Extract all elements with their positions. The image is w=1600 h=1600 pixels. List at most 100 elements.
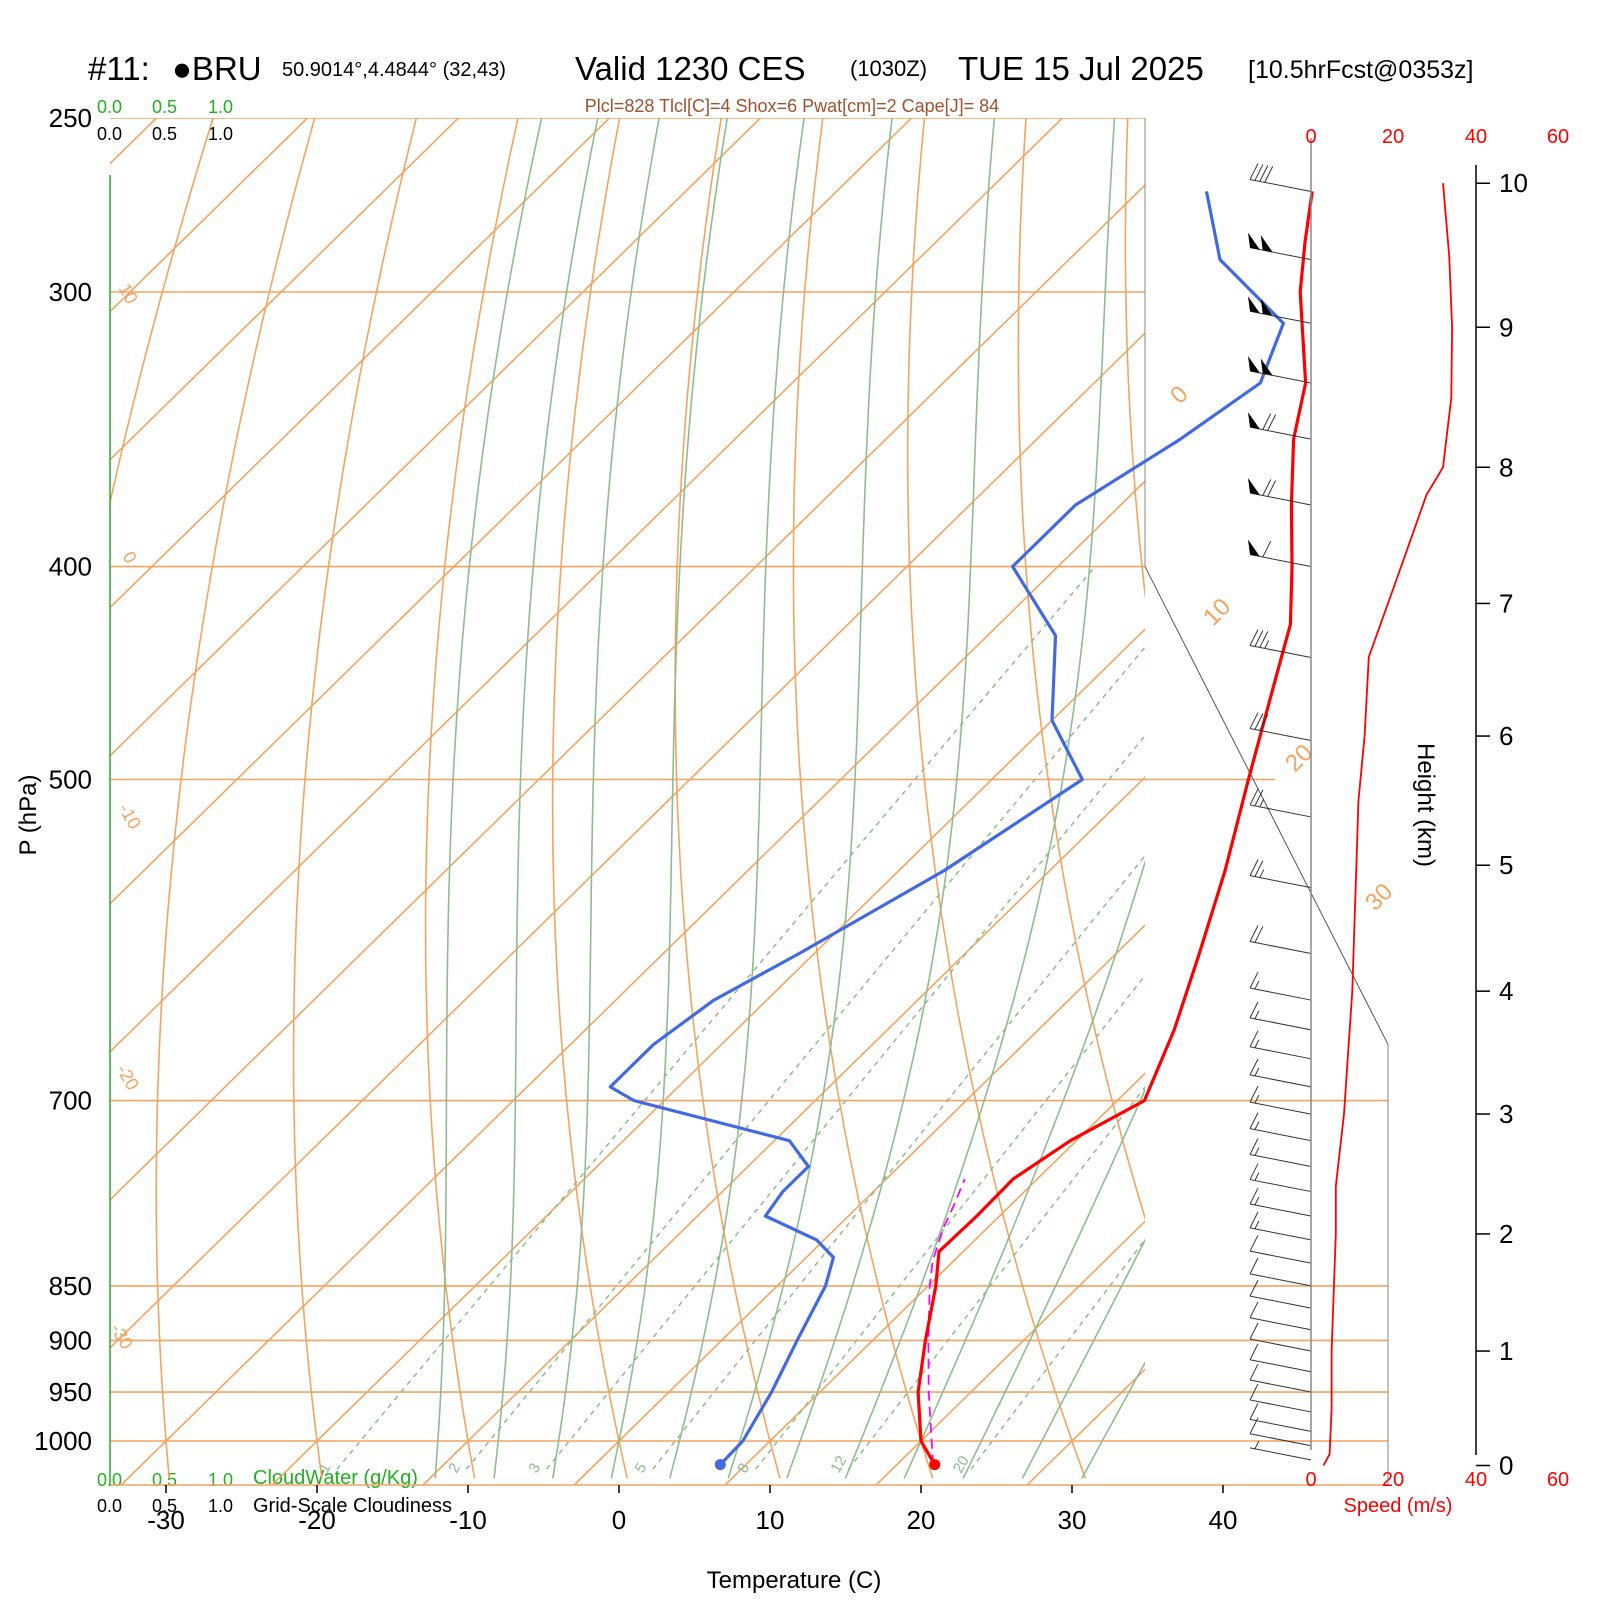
speed-tick-bottom: 20: [1382, 1469, 1404, 1491]
wind-barb: [1250, 1113, 1311, 1141]
barb-half-flag: [1255, 1441, 1259, 1449]
barb-staff: [1250, 941, 1311, 953]
barb-flag: [1250, 1258, 1258, 1274]
mixing-ratio-label: 12: [827, 1453, 850, 1476]
barb-staff: [1250, 1047, 1311, 1059]
mixing-ratio-label: 5: [632, 1460, 651, 1476]
barb-half-flag: [1255, 981, 1259, 989]
height-tick-label: 2: [1499, 1219, 1513, 1249]
barb-staff: [1250, 1075, 1311, 1087]
isotherm-label: 30: [1360, 878, 1398, 916]
wind-barb: [1248, 233, 1311, 260]
isotherm-line: [1027, 118, 1600, 1485]
cloudiness-tick: 0.0: [97, 1496, 122, 1516]
isotherm-line: [574, 118, 1600, 1485]
temperature-axis-label: Temperature (C): [707, 1567, 882, 1594]
isotherm-line: [0, 118, 5, 1485]
pressure-tick-label: 850: [49, 1271, 92, 1301]
wind-barb: [1250, 972, 1311, 1000]
wind-barb: [1248, 540, 1311, 567]
barb-pennant: [1248, 233, 1260, 250]
barb-half-flag: [1255, 1095, 1259, 1103]
wind-barb: [1248, 356, 1311, 383]
barb-half-flag: [1260, 870, 1264, 878]
barb-pennant: [1248, 540, 1260, 557]
cloudwater-tick: 0.5: [152, 97, 177, 117]
isotherm-line: [0, 118, 1062, 1485]
wind-barb: [1250, 1384, 1311, 1412]
speed-tick-top: 60: [1547, 126, 1569, 148]
wind-barb: [1250, 1258, 1311, 1286]
barb-staff: [1250, 1274, 1311, 1286]
speed-tick-bottom: 60: [1547, 1469, 1569, 1491]
isotherm-line: [725, 118, 1600, 1485]
height-tick-label: 7: [1499, 588, 1513, 618]
barb-flag: [1250, 1364, 1258, 1380]
barb-half-flag: [1255, 1122, 1259, 1130]
temperature-tick-label: 40: [1209, 1505, 1238, 1535]
forecast-info: [10.5hrFcst@0353z]: [1248, 56, 1474, 84]
barb-half-flag: [1255, 1147, 1259, 1155]
frame-diagonal: [1145, 567, 1388, 1045]
isotherm-line: [1329, 118, 1600, 1485]
barb-staff: [1250, 1251, 1311, 1263]
dewpoint-line: [610, 191, 1283, 1464]
barb-half-flag: [1260, 799, 1264, 807]
temperature-tick-label: 20: [907, 1505, 936, 1535]
barb-flag: [1250, 1323, 1258, 1339]
pressure-tick-label: 500: [49, 765, 92, 795]
barb-flag: [1250, 1235, 1258, 1251]
isotherms: [0, 118, 1600, 1485]
wind-barb: [1250, 1364, 1311, 1392]
valid-time-z: (1030Z): [850, 56, 927, 81]
barb-half-flag: [1265, 640, 1269, 648]
barb-staff: [1250, 1360, 1311, 1372]
height-tick-label: 6: [1499, 721, 1513, 751]
surface-temperature-marker: [929, 1459, 940, 1470]
barb-half-flag: [1255, 1173, 1259, 1181]
isotherm-label: 10: [1198, 593, 1236, 631]
pressure-tick-label: 1000: [34, 1426, 92, 1456]
wind-barb: [1250, 925, 1311, 953]
temperature-tick-label: -30: [147, 1505, 185, 1535]
mixing-ratio-line: [547, 567, 1285, 1470]
cloudiness-tick: 0.5: [152, 124, 177, 144]
isotherm-line: [876, 118, 1600, 1485]
wind-barb: [1250, 1002, 1311, 1030]
wind-barb: [1250, 1344, 1311, 1372]
wind-barb: [1250, 1403, 1311, 1431]
barb-staff: [1250, 1102, 1311, 1114]
isotherm-labels: 100-10-20-300102030: [107, 280, 1399, 1353]
barb-flag: [1263, 541, 1271, 557]
height-tick-label: 10: [1499, 168, 1528, 198]
isotherm-label: 0: [1165, 381, 1194, 410]
barb-half-flag: [1255, 1011, 1259, 1019]
barb-staff: [1250, 1434, 1311, 1446]
parcel-line: [928, 1179, 964, 1465]
cloudwater-tick: 0.5: [152, 1470, 177, 1490]
speed-tick-bottom: 0: [1305, 1469, 1316, 1491]
cloudiness-tick: 1.0: [208, 1496, 233, 1516]
speed-tick-top: 40: [1465, 126, 1487, 148]
height-tick-label: 5: [1499, 850, 1513, 880]
surface-dewpoint-marker: [715, 1459, 726, 1470]
height-tick-label: 4: [1499, 976, 1513, 1006]
wind-barb: [1250, 163, 1311, 191]
barb-staff: [1250, 1448, 1311, 1460]
barb-staff: [1250, 1180, 1311, 1192]
pressure-tick-label: 900: [49, 1325, 92, 1355]
cloudwater-tick: 1.0: [208, 1470, 233, 1490]
height-ticks: 0 1 2 3 4 5 6 7 8 9 10: [1476, 168, 1528, 1480]
barb-staff: [1250, 805, 1311, 817]
isotherm-label: -10: [115, 800, 145, 833]
pressure-axis: 250 300 400 500 700 850 900 950 1000: [34, 103, 92, 1456]
isotherm-label: -20: [113, 1061, 143, 1094]
speed-tick-top: 0: [1305, 126, 1316, 148]
station-coords: 50.9014°,4.4844° (32,43): [282, 59, 506, 81]
mixing-ratio-line: [337, 567, 1095, 1470]
barb-pennant: [1248, 412, 1260, 429]
wind-barb: [1250, 1138, 1311, 1166]
speed-tick-bottom: 40: [1465, 1469, 1487, 1491]
cloudwater-tick: 0.0: [97, 97, 122, 117]
barb-staff: [1250, 1380, 1311, 1392]
